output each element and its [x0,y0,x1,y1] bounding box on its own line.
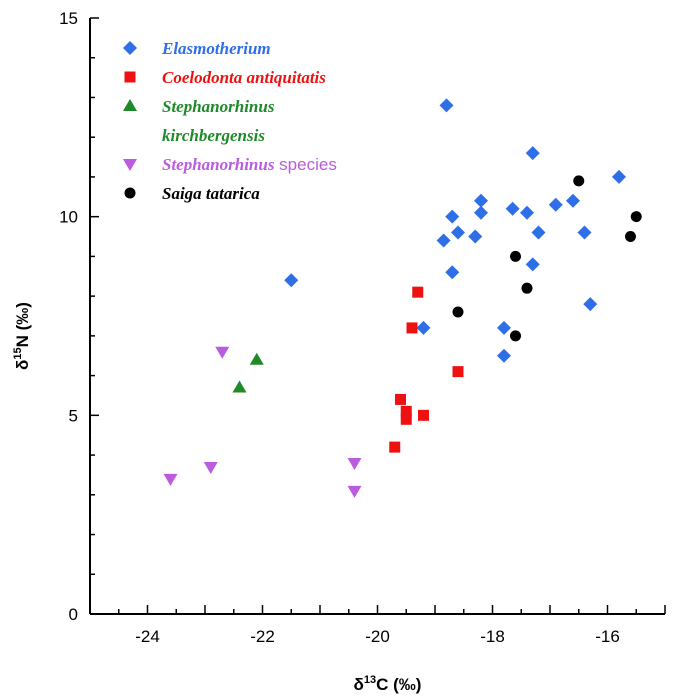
data-points [163,98,642,498]
series-3-points [163,346,362,498]
data-point [497,320,511,335]
data-point [436,233,451,248]
data-point [505,201,520,216]
data-point [583,297,598,312]
data-point [577,225,592,240]
axis-label-superscript: 13 [364,674,376,686]
axis-label-text: C (‰) [376,675,421,694]
data-point [497,348,511,363]
y-axis-label: δ15N (‰) [12,302,32,370]
data-point [573,175,585,187]
data-point [510,250,521,262]
data-point [474,193,488,208]
series-4-points [452,175,642,342]
data-point [520,205,534,220]
legend: Elasmotherium Coelodonta antiquitatis Step… [123,39,337,203]
x-tick-label: -22 [250,627,275,646]
data-point [284,273,299,288]
x-axis-label: δ13C (‰) [354,674,422,694]
legend-entry: Coelodonta antiquitatis [124,68,326,87]
legend-label: Stephanorhinus species [162,155,337,174]
data-point [452,366,464,378]
data-point [468,229,483,244]
series-2-points [232,352,264,393]
data-point [395,393,406,405]
legend-label: Saiga tatarica [162,184,260,203]
x-tick-label: -18 [480,627,505,646]
data-point [630,211,642,223]
axis-label-superscript: 15 [12,347,24,359]
legend-entry: Stephanorhinus species [123,155,337,174]
y-tick-label: 0 [69,605,78,624]
data-point [215,346,230,359]
data-point [412,286,424,298]
data-point [525,146,540,161]
data-point [400,405,412,417]
data-point [452,306,464,318]
y-tick-label: 10 [59,208,78,227]
data-point [389,441,401,453]
data-point [525,257,540,272]
data-point [406,322,418,334]
data-point [445,209,460,224]
data-point [510,330,521,342]
legend-marker [123,99,137,111]
ticks [89,17,666,615]
data-point [203,461,218,474]
axis-label-text: N (‰) [13,302,32,347]
axis-label-symbol: δ [13,360,32,370]
data-point [521,282,533,294]
legend-entry: Elasmotherium [123,39,271,58]
legend-marker [123,159,137,171]
data-point [416,320,431,335]
x-tick-label: -20 [365,627,390,646]
legend-label: kirchbergensis [162,126,265,145]
y-tick-label: 15 [59,9,78,28]
data-point [612,169,626,184]
tick-labels: -24 -22 -20 -18 -16 0 5 10 15 [59,9,620,646]
legend-label: Elasmotherium [161,39,271,58]
data-point [445,265,460,280]
data-point [566,193,580,208]
legend-label: Stephanorhinus [162,97,275,116]
legend-label-suffix: species [274,155,336,174]
series-0-points [284,98,626,363]
data-point [625,231,636,243]
data-point [548,197,563,212]
series-1-points [389,286,464,453]
data-point [474,205,488,220]
data-point [249,352,264,365]
legend-marker [124,187,136,199]
legend-label: Coelodonta antiquitatis [162,68,326,87]
axis-label-symbol: δ [354,675,364,694]
data-point [347,458,362,471]
data-point [232,380,247,393]
legend-entry: Stephanorhinus kirchbergensis [123,97,275,145]
y-tick-label: 5 [69,406,78,425]
legend-marker [123,41,137,55]
data-point [531,225,546,240]
data-point [451,225,465,240]
legend-entry: Saiga tatarica [124,184,260,203]
data-point [400,413,412,425]
legend-marker [124,71,136,83]
data-point [439,98,454,113]
data-point [418,409,429,421]
data-point [163,473,178,486]
data-point [347,485,362,498]
x-tick-label: -16 [595,627,620,646]
x-tick-label: -24 [135,627,160,646]
